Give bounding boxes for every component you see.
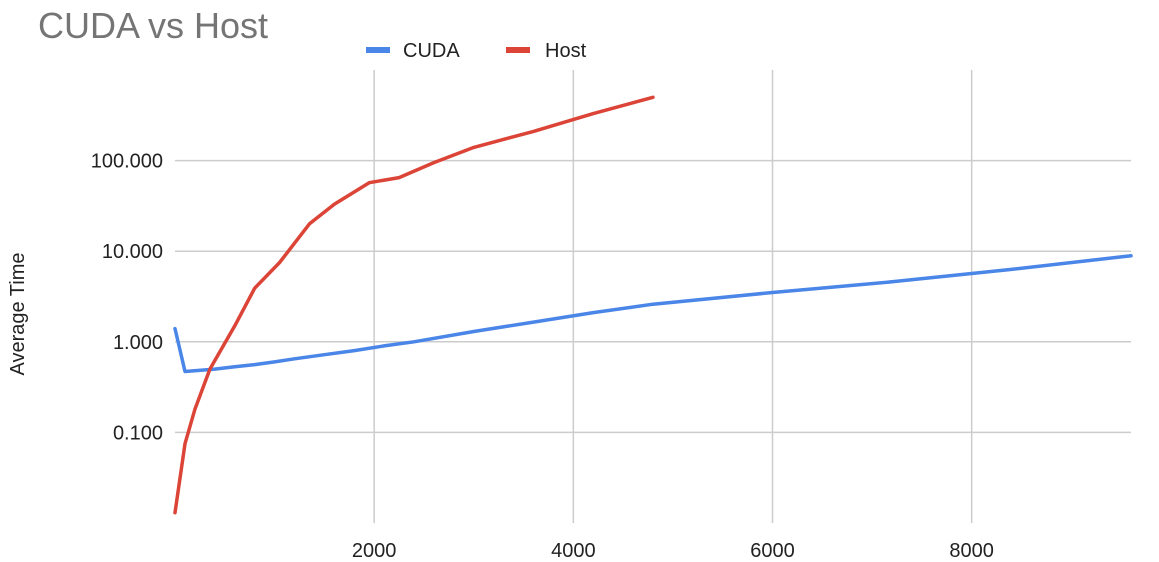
chart-title: CUDA vs Host <box>38 5 268 46</box>
x-tick-label: 8000 <box>949 540 994 562</box>
series-layer <box>173 95 1133 515</box>
series-line-cuda <box>173 254 1133 374</box>
legend: CUDA Host <box>366 40 587 62</box>
legend-label-host: Host <box>545 40 587 62</box>
grid <box>175 70 1131 523</box>
y-tick-label: 100.000 <box>91 151 163 173</box>
x-axis-ticks: 2000 4000 6000 8000 <box>352 540 994 562</box>
y-axis-ticks: 0.100 1.000 10.000 100.000 <box>91 151 163 445</box>
y-tick-label: 0.100 <box>113 422 163 444</box>
legend-label-cuda: CUDA <box>403 40 460 62</box>
x-tick-label: 6000 <box>750 540 795 562</box>
series-line-host <box>173 95 655 515</box>
y-axis-title: Average Time <box>7 252 29 375</box>
x-tick-label: 2000 <box>352 540 397 562</box>
x-tick-label: 4000 <box>551 540 596 562</box>
y-tick-label: 1.000 <box>113 332 163 354</box>
y-tick-label: 10.000 <box>102 241 163 263</box>
